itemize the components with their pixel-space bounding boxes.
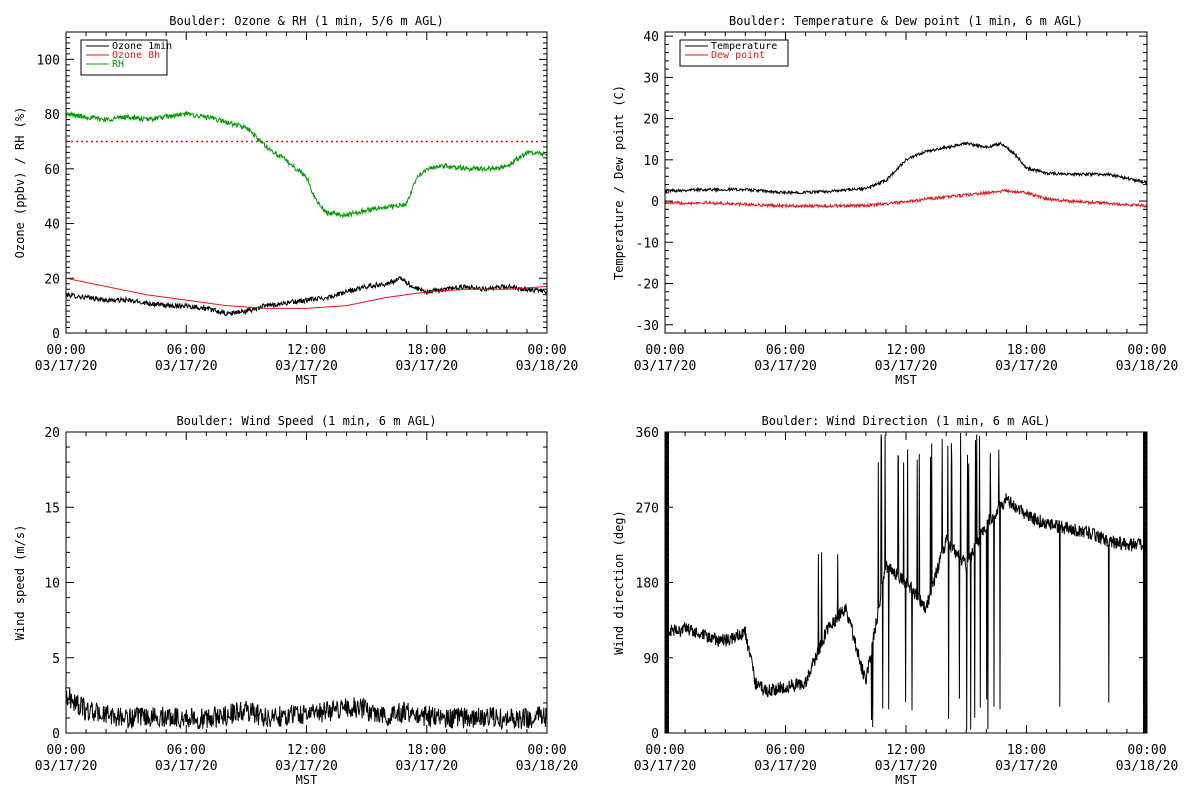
y-tick-label: 10 — [643, 154, 659, 169]
y-tick-label: 80 — [44, 108, 60, 123]
x-axis-label: MST — [296, 773, 318, 787]
x-tick-label-date: 03/17/20 — [275, 759, 338, 774]
y-tick-label: 0 — [651, 727, 659, 742]
x-tick-label-date: 03/17/20 — [155, 759, 218, 774]
chart-panel-2: Boulder: Temperature & Dew point (1 min,… — [612, 14, 1178, 387]
legend-label: RH — [112, 59, 124, 70]
x-tick-label-date: 03/17/20 — [275, 359, 338, 374]
chart-panel-4: Boulder: Wind Direction (1 min, 6 m AGL)… — [612, 414, 1178, 787]
y-tick-label: 20 — [44, 426, 60, 441]
y-tick-label: 15 — [44, 501, 60, 516]
chart-panel-3: Boulder: Wind Speed (1 min, 6 m AGL) Wind… — [13, 414, 578, 787]
y-tick-label: 180 — [636, 577, 659, 592]
chart-title: Boulder: Wind Speed (1 min, 6 m AGL) — [176, 414, 436, 428]
y-tick-label: 40 — [44, 218, 60, 233]
plot-frame — [664, 431, 1148, 734]
y-tick-label: 20 — [44, 272, 60, 287]
chart-title: Boulder: Temperature & Dew point (1 min,… — [729, 14, 1083, 28]
y-tick-label: 60 — [44, 163, 60, 178]
x-tick-label-date: 03/18/20 — [1116, 359, 1179, 374]
legend-label: Dew point — [711, 50, 765, 61]
x-tick-label-date: 03/17/20 — [754, 359, 817, 374]
x-tick-label-time: 12:00 — [287, 743, 326, 758]
x-tick-label-date: 03/17/20 — [754, 759, 817, 774]
y-tick-label: 20 — [643, 113, 659, 128]
series-line-1 — [66, 687, 547, 731]
y-tick-label: -10 — [636, 236, 659, 251]
y-tick-label: 30 — [643, 71, 659, 86]
x-tick-label-time: 18:00 — [407, 743, 446, 758]
y-tick-label: 270 — [636, 501, 659, 516]
legend-box — [679, 39, 789, 67]
y-tick-label: 0 — [52, 327, 60, 342]
x-tick-label-date: 03/17/20 — [995, 359, 1058, 374]
y-tick-label: -30 — [636, 319, 659, 334]
series-line-3 — [66, 110, 547, 219]
series-line-1 — [665, 141, 1147, 196]
y-tick-label: 10 — [44, 577, 60, 592]
chart-title: Boulder: Wind Direction (1 min, 6 m AGL) — [762, 414, 1051, 428]
x-tick-label-date: 03/18/20 — [516, 759, 579, 774]
x-tick-label-time: 06:00 — [766, 343, 805, 358]
series-line-1 — [66, 275, 547, 317]
x-tick-label-time: 00:00 — [527, 343, 566, 358]
y-tick-label: 100 — [37, 53, 60, 68]
y-tick-label: 0 — [651, 195, 659, 210]
x-tick-label-time: 00:00 — [46, 343, 85, 358]
x-tick-label-time: 00:00 — [645, 743, 684, 758]
x-axis-label: MST — [895, 373, 917, 387]
chart-title: Boulder: Ozone & RH (1 min, 5/6 m AGL) — [169, 14, 444, 28]
x-axis-label: MST — [296, 373, 318, 387]
x-tick-label-date: 03/17/20 — [155, 359, 218, 374]
x-tick-label-time: 12:00 — [886, 743, 925, 758]
y-tick-label: 0 — [52, 727, 60, 742]
y-axis-label: Wind speed (m/s) — [13, 525, 27, 641]
x-tick-label-date: 03/18/20 — [1116, 759, 1179, 774]
y-tick-label: -20 — [636, 278, 659, 293]
x-tick-label-date: 03/18/20 — [516, 359, 579, 374]
plot-frame — [65, 431, 548, 734]
plot-frame — [664, 31, 1148, 334]
x-tick-label-date: 03/17/20 — [875, 759, 938, 774]
chart-panel-1: Boulder: Ozone & RH (1 min, 5/6 m AGL) Oz… — [13, 14, 578, 387]
series-line-2 — [66, 277, 547, 309]
x-tick-label-time: 12:00 — [287, 343, 326, 358]
legend-label: Ozone 8h — [112, 50, 160, 61]
y-axis-label: Ozone (ppbv) / RH (%) — [13, 107, 27, 259]
y-tick-label: 5 — [52, 652, 60, 667]
plot-frame — [65, 31, 548, 334]
x-tick-label-time: 00:00 — [46, 743, 85, 758]
y-tick-label: 40 — [643, 30, 659, 45]
x-tick-label-time: 06:00 — [766, 743, 805, 758]
x-tick-label-time: 06:00 — [167, 343, 206, 358]
series-line-1 — [665, 432, 1147, 730]
x-tick-label-time: 18:00 — [1007, 343, 1046, 358]
legend-label: Temperature — [711, 41, 777, 52]
x-tick-label-date: 03/17/20 — [634, 359, 697, 374]
y-tick-label: 360 — [636, 426, 659, 441]
series-line-2 — [665, 188, 1147, 210]
x-tick-label-time: 18:00 — [1007, 743, 1046, 758]
x-tick-label-time: 00:00 — [1127, 343, 1166, 358]
x-tick-label-time: 06:00 — [167, 743, 206, 758]
x-tick-label-date: 03/17/20 — [35, 359, 98, 374]
x-tick-label-time: 00:00 — [1127, 743, 1166, 758]
x-tick-label-date: 03/17/20 — [995, 759, 1058, 774]
x-tick-label-time: 00:00 — [527, 743, 566, 758]
x-tick-label-time: 00:00 — [645, 343, 684, 358]
y-tick-label: 90 — [643, 652, 659, 667]
x-tick-label-date: 03/17/20 — [395, 759, 458, 774]
y-axis-label: Temperature / Dew point (C) — [612, 85, 626, 280]
x-tick-label-time: 18:00 — [407, 343, 446, 358]
x-tick-label-date: 03/17/20 — [634, 759, 697, 774]
x-tick-label-time: 12:00 — [886, 343, 925, 358]
x-tick-label-date: 03/17/20 — [395, 359, 458, 374]
x-tick-label-date: 03/17/20 — [35, 759, 98, 774]
y-axis-label: Wind direction (deg) — [612, 510, 626, 655]
x-tick-label-date: 03/17/20 — [875, 359, 938, 374]
x-axis-label: MST — [895, 773, 917, 787]
legend-label: Ozone 1min — [112, 41, 172, 52]
